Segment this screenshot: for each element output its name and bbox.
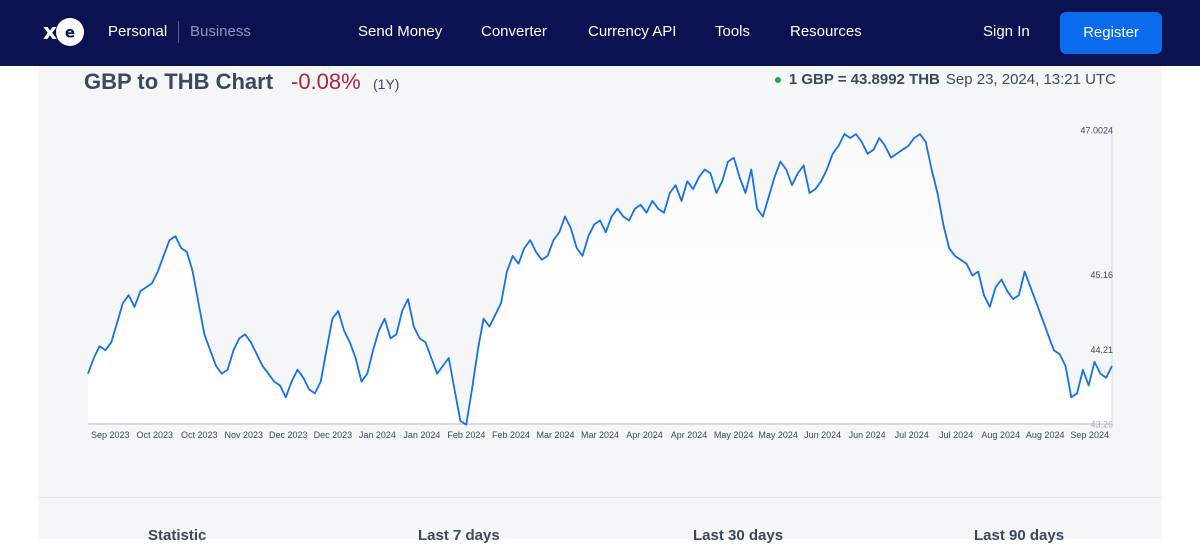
x-tick-label: Dec 2023 <box>269 430 308 440</box>
stats-header-statistic: Statistic <box>148 527 207 544</box>
stats-header-last-90-days: Last 90 days <box>974 527 1065 544</box>
change-period: (1Y) <box>373 76 400 92</box>
x-tick-label: Dec 2023 <box>314 430 353 440</box>
x-tick-label: Jan 2024 <box>359 430 396 440</box>
x-tick-label: Apr 2024 <box>671 430 708 440</box>
y-tick-label: 45.16 <box>1090 270 1113 280</box>
nav-link-resources[interactable]: Resources <box>790 23 862 40</box>
x-tick-label: Mar 2024 <box>536 430 574 440</box>
nav-link-tools[interactable]: Tools <box>715 23 751 40</box>
y-tick-label: 43.26 <box>1090 420 1113 430</box>
x-tick-label: Feb 2024 <box>492 430 530 440</box>
rate-line <box>87 133 1113 426</box>
x-tick-label: Oct 2023 <box>137 430 174 440</box>
xe-logo[interactable]: e x <box>36 14 88 50</box>
y-tick-label: 47.0024 <box>1080 126 1113 136</box>
x-tick-label: Jun 2024 <box>849 430 886 440</box>
top-navigation-bar: e x Personal Business Send Money Convert… <box>0 0 1200 66</box>
live-rate-value: 1 GBP = 43.8992 THB <box>788 71 940 88</box>
live-indicator-dot <box>774 77 781 84</box>
sign-in-link[interactable]: Sign In <box>983 23 1030 40</box>
nav-link-currency-api[interactable]: Currency API <box>588 23 677 40</box>
x-tick-label: May 2024 <box>714 430 754 440</box>
x-tick-label: Sep 2024 <box>1070 430 1109 440</box>
y-tick-label: 44.21 <box>1090 345 1113 355</box>
chart-title: GBP to THB Chart <box>84 69 274 94</box>
x-tick-label: Jan 2024 <box>403 430 440 440</box>
x-tick-label: Oct 2023 <box>181 430 218 440</box>
x-tick-label: Feb 2024 <box>447 430 485 440</box>
x-tick-label: Jul 2024 <box>895 430 929 440</box>
segment-divider <box>178 21 179 43</box>
x-tick-label: May 2024 <box>758 430 798 440</box>
x-tick-label: Jul 2024 <box>939 430 973 440</box>
chart-area-fill <box>88 134 1112 425</box>
svg-text:e: e <box>65 24 75 42</box>
business-segment-link[interactable]: Business <box>190 23 251 40</box>
x-tick-label: Aug 2024 <box>981 430 1020 440</box>
stats-header-last-7-days: Last 7 days <box>418 527 500 544</box>
rate-timestamp: Sep 23, 2024, 13:21 UTC <box>945 71 1116 88</box>
nav-link-send-money[interactable]: Send Money <box>358 23 443 40</box>
x-tick-label: Sep 2023 <box>91 430 130 440</box>
register-button[interactable]: Register <box>1060 12 1162 54</box>
x-tick-label: Aug 2024 <box>1026 430 1065 440</box>
stats-header-last-30-days: Last 30 days <box>693 527 784 544</box>
live-rate: 1 GBP = 43.8992 THB Sep 23, 2024, 13:21 U… <box>774 71 1116 88</box>
x-tick-label: Apr 2024 <box>626 430 663 440</box>
personal-segment-link[interactable]: Personal <box>108 23 168 40</box>
nav-link-converter[interactable]: Converter <box>481 23 547 40</box>
x-tick-label: Jun 2024 <box>804 430 841 440</box>
svg-text:x: x <box>43 20 57 45</box>
x-tick-label: Nov 2023 <box>225 430 264 440</box>
rate-change-percent: -0.08% <box>291 69 361 94</box>
section-divider <box>38 497 1162 498</box>
x-tick-label: Mar 2024 <box>581 430 619 440</box>
